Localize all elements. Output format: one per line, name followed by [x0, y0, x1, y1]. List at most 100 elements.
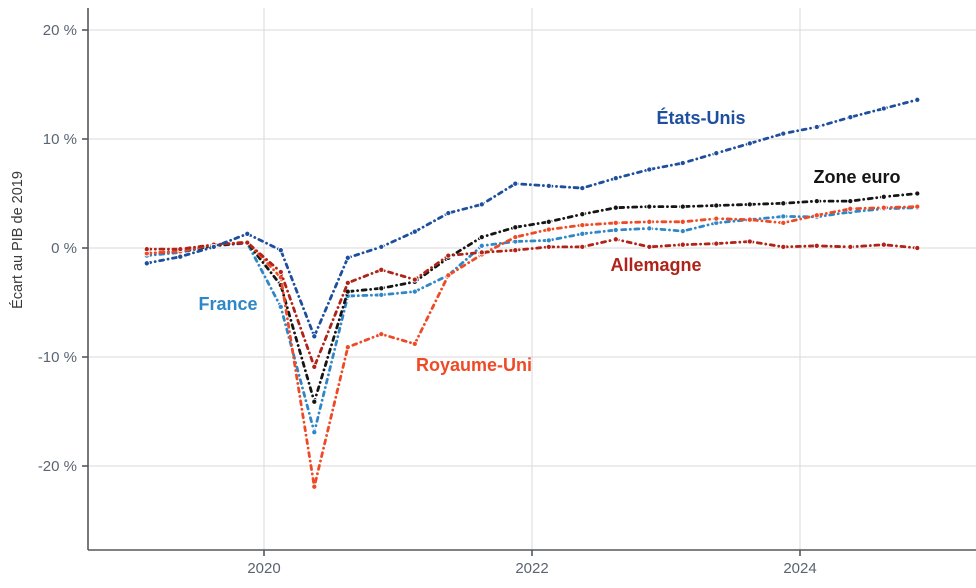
- series-marker-royaume_uni: [746, 216, 753, 223]
- series-marker-etats_unis: [646, 166, 653, 173]
- series-marker-royaume_uni: [646, 218, 653, 225]
- series-marker-allemagne: [579, 243, 586, 250]
- series-marker-etats_unis: [545, 182, 552, 189]
- series-marker-france: [478, 242, 485, 249]
- series-marker-france: [411, 288, 418, 295]
- series-marker-france: [545, 237, 552, 244]
- series-marker-allemagne: [746, 238, 753, 245]
- series-marker-france: [780, 213, 787, 220]
- series-marker-zone_euro: [780, 200, 787, 207]
- series-marker-royaume_uni: [880, 204, 887, 211]
- y-tick-label: -10 %: [38, 349, 77, 366]
- series-marker-allemagne: [512, 247, 519, 254]
- y-tick-label: 10 %: [43, 131, 77, 148]
- series-marker-zone_euro: [545, 218, 552, 225]
- series-marker-allemagne: [478, 249, 485, 256]
- series-marker-etats_unis: [277, 247, 284, 254]
- series-marker-allemagne: [445, 252, 452, 259]
- series-marker-france: [679, 228, 686, 235]
- series-marker-allemagne: [679, 241, 686, 248]
- series-marker-zone_euro: [646, 203, 653, 210]
- series-marker-royaume_uni: [612, 219, 619, 226]
- series-marker-royaume_uni: [545, 226, 552, 233]
- series-line-allemagne: [145, 237, 919, 369]
- series-marker-allemagne: [378, 266, 385, 273]
- series-marker-royaume_uni: [679, 218, 686, 225]
- series-marker-zone_euro: [679, 203, 686, 210]
- series-marker-etats_unis: [679, 159, 686, 167]
- series-label-france: France: [198, 294, 257, 314]
- y-axis-title: Écart au PIB de 2019: [9, 171, 26, 309]
- series-marker-france: [646, 225, 653, 232]
- series-marker-zone_euro: [847, 198, 854, 205]
- series-label-zone_euro: Zone euro: [813, 167, 900, 187]
- series-marker-etats_unis: [378, 243, 385, 250]
- series-marker-royaume_uni: [378, 331, 385, 338]
- series-marker-etats_unis: [847, 114, 854, 121]
- series-marker-allemagne: [143, 246, 150, 253]
- series-marker-zone_euro: [813, 198, 820, 205]
- series-marker-allemagne: [880, 241, 887, 248]
- series-marker-allemagne: [344, 279, 351, 286]
- series-marker-zone_euro: [713, 202, 720, 209]
- series-marker-zone_euro: [914, 190, 921, 197]
- x-tick-label: 2020: [247, 560, 280, 577]
- gridlines: [88, 8, 976, 550]
- series-line-etats_unis: [145, 98, 919, 338]
- series-marker-zone_euro: [311, 398, 318, 405]
- series-marker-etats_unis: [244, 230, 251, 237]
- series-marker-allemagne: [177, 246, 184, 253]
- y-tick-label: 0 %: [51, 240, 77, 257]
- series-marker-allemagne: [713, 240, 720, 247]
- series-marker-allemagne: [244, 239, 251, 246]
- series-marker-etats_unis: [143, 260, 150, 267]
- series-marker-etats_unis: [813, 123, 820, 131]
- y-tick-label: -20 %: [38, 458, 77, 475]
- series-marker-etats_unis: [478, 201, 485, 208]
- series-marker-france: [579, 230, 586, 237]
- series-allemagne: [143, 236, 921, 370]
- series-marker-allemagne: [847, 243, 854, 250]
- series-marker-etats_unis: [311, 333, 318, 340]
- series-marker-etats_unis: [512, 180, 519, 187]
- series-marker-allemagne: [813, 242, 820, 249]
- series-marker-zone_euro: [746, 201, 753, 208]
- series-label-etats_unis: États-Unis: [656, 107, 745, 128]
- series-marker-royaume_uni: [512, 234, 519, 241]
- series-marker-etats_unis: [344, 254, 351, 261]
- series-marker-zone_euro: [512, 224, 519, 231]
- series-marker-allemagne: [277, 268, 284, 276]
- series-marker-etats_unis: [177, 253, 184, 260]
- series-marker-zone_euro: [880, 193, 887, 200]
- series-marker-etats_unis: [746, 140, 753, 147]
- series-marker-france: [311, 429, 318, 436]
- series-marker-france: [378, 291, 385, 298]
- series-label-allemagne: Allemagne: [610, 255, 701, 275]
- x-tick-label: 2024: [783, 560, 816, 577]
- series-marker-royaume_uni: [445, 272, 452, 279]
- series-marker-allemagne: [411, 276, 418, 283]
- series-marker-zone_euro: [579, 211, 586, 218]
- series-marker-etats_unis: [210, 243, 217, 250]
- series-marker-etats_unis: [579, 185, 586, 192]
- series-marker-france: [612, 226, 619, 234]
- series-marker-allemagne: [914, 244, 921, 252]
- series-marker-allemagne: [780, 243, 787, 250]
- series-marker-zone_euro: [612, 204, 619, 211]
- series-marker-royaume_uni: [344, 344, 351, 351]
- series-marker-royaume_uni: [411, 340, 418, 347]
- series-marker-etats_unis: [880, 105, 887, 112]
- axes: 20 % 10 % 0 % -10 % -20 % 2020 2022 2024: [38, 8, 976, 577]
- series-marker-etats_unis: [445, 210, 452, 217]
- series-marker-royaume_uni: [713, 215, 720, 222]
- x-tick-label: 2022: [515, 560, 548, 577]
- series-marker-allemagne: [646, 243, 653, 250]
- series-marker-allemagne: [311, 363, 318, 370]
- series-marker-allemagne: [545, 243, 552, 250]
- series-etats_unis: [143, 96, 921, 340]
- series-marker-allemagne: [612, 236, 619, 243]
- series-marker-royaume_uni: [914, 203, 921, 210]
- series-marker-etats_unis: [914, 96, 921, 103]
